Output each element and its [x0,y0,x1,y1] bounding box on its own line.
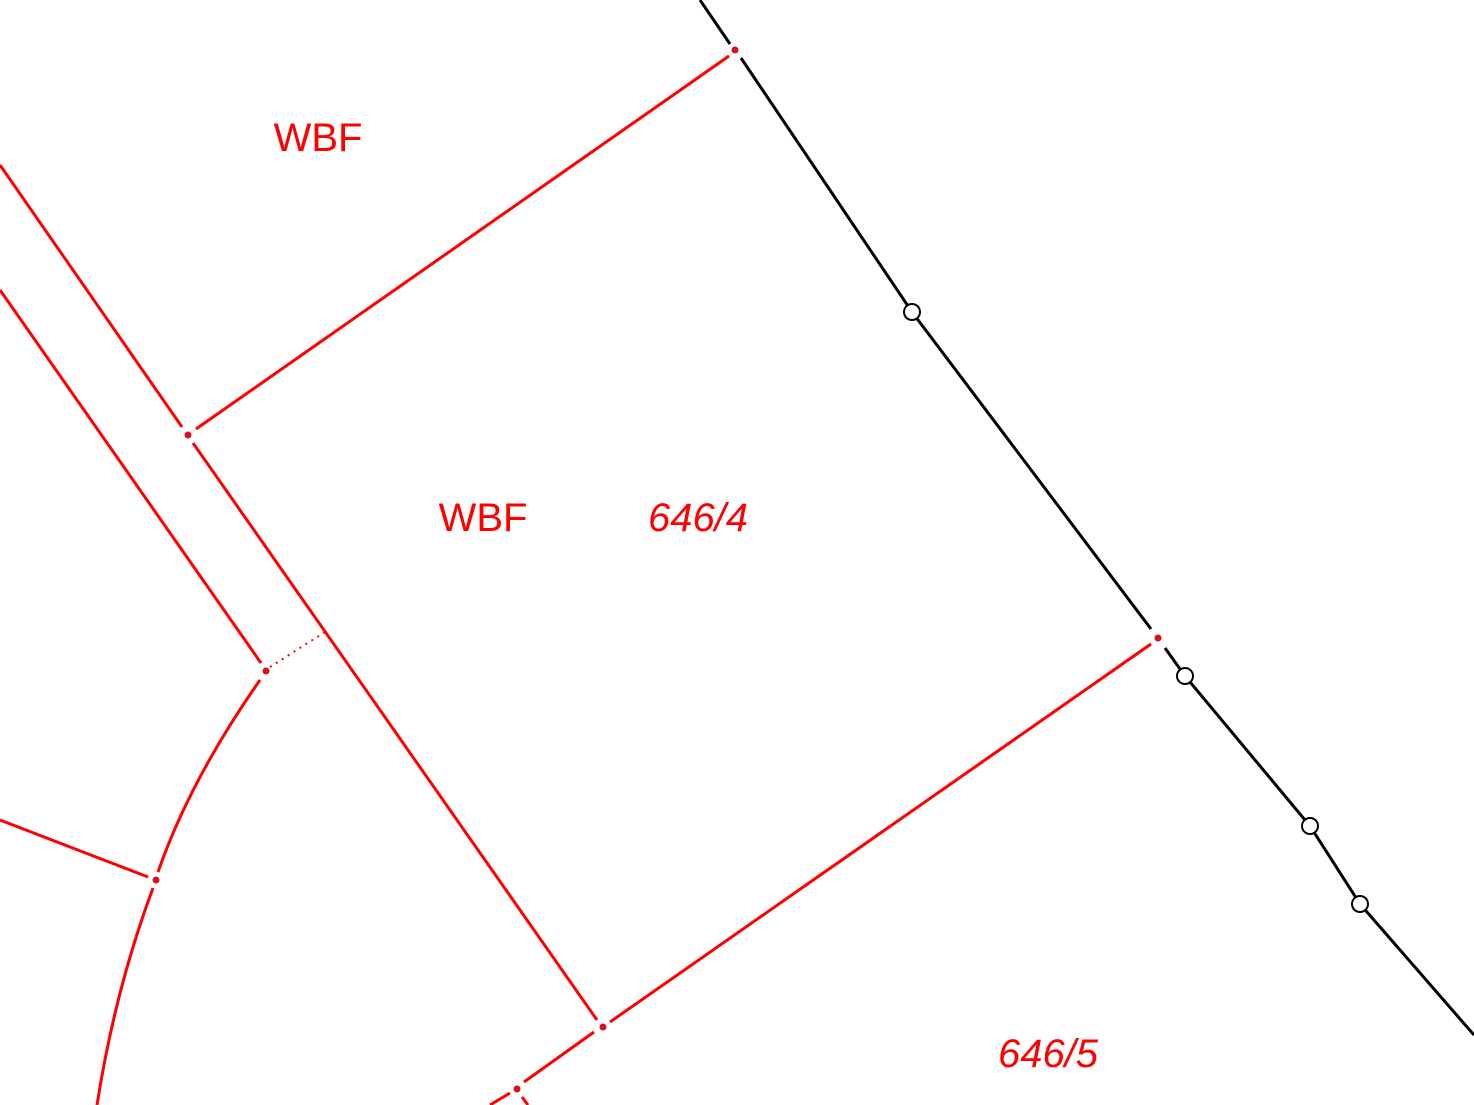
parcel-edge [523,1030,595,1084]
survey-point[interactable] [152,876,160,884]
arc-boundary [95,887,155,1105]
survey-point[interactable] [262,667,270,675]
boundary-marker[interactable] [1176,667,1194,685]
parcel-edge [489,1091,511,1105]
boundary-markers [903,303,1369,913]
survey-point[interactable] [513,1085,521,1093]
boundary-marker[interactable] [903,303,921,321]
parcel-boundaries [0,54,1152,1105]
boundary-line-black [1163,647,1474,1036]
parcel-edge [0,289,263,664]
survey-points [152,46,1162,1093]
arc-boundary [156,679,262,873]
parcel-edge [191,442,599,1021]
survey-point[interactable] [1154,634,1162,642]
survey-point[interactable] [184,431,192,439]
dotted-connector [269,631,326,668]
parcel-edge [0,818,149,879]
land-use-label: WBF [273,116,363,160]
parcel-edge [195,54,730,431]
parcel-edge [520,1096,530,1105]
survey-point[interactable] [731,46,739,54]
survey-point[interactable] [599,1023,607,1031]
boundary-line-black [739,57,1153,630]
parcel-edge [0,164,184,428]
parcel-number-label: 646/5 [997,1032,1099,1076]
boundary-marker[interactable] [1301,817,1319,835]
parcel-number-label: 646/4 [647,496,749,540]
boundary-marker[interactable] [1351,895,1369,913]
boundary-line-black [698,0,732,45]
parcel-edge [609,642,1152,1024]
land-use-label: WBF [438,496,528,540]
